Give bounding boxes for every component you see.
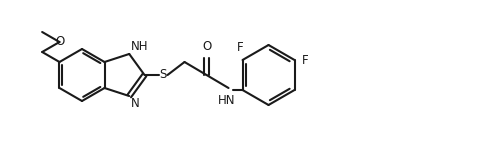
Text: NH: NH <box>131 40 149 53</box>
Text: F: F <box>301 53 308 67</box>
Text: O: O <box>56 35 65 48</box>
Text: F: F <box>237 41 244 54</box>
Text: O: O <box>202 40 211 53</box>
Text: N: N <box>131 96 140 110</box>
Text: S: S <box>159 68 166 81</box>
Text: HN: HN <box>218 94 235 107</box>
